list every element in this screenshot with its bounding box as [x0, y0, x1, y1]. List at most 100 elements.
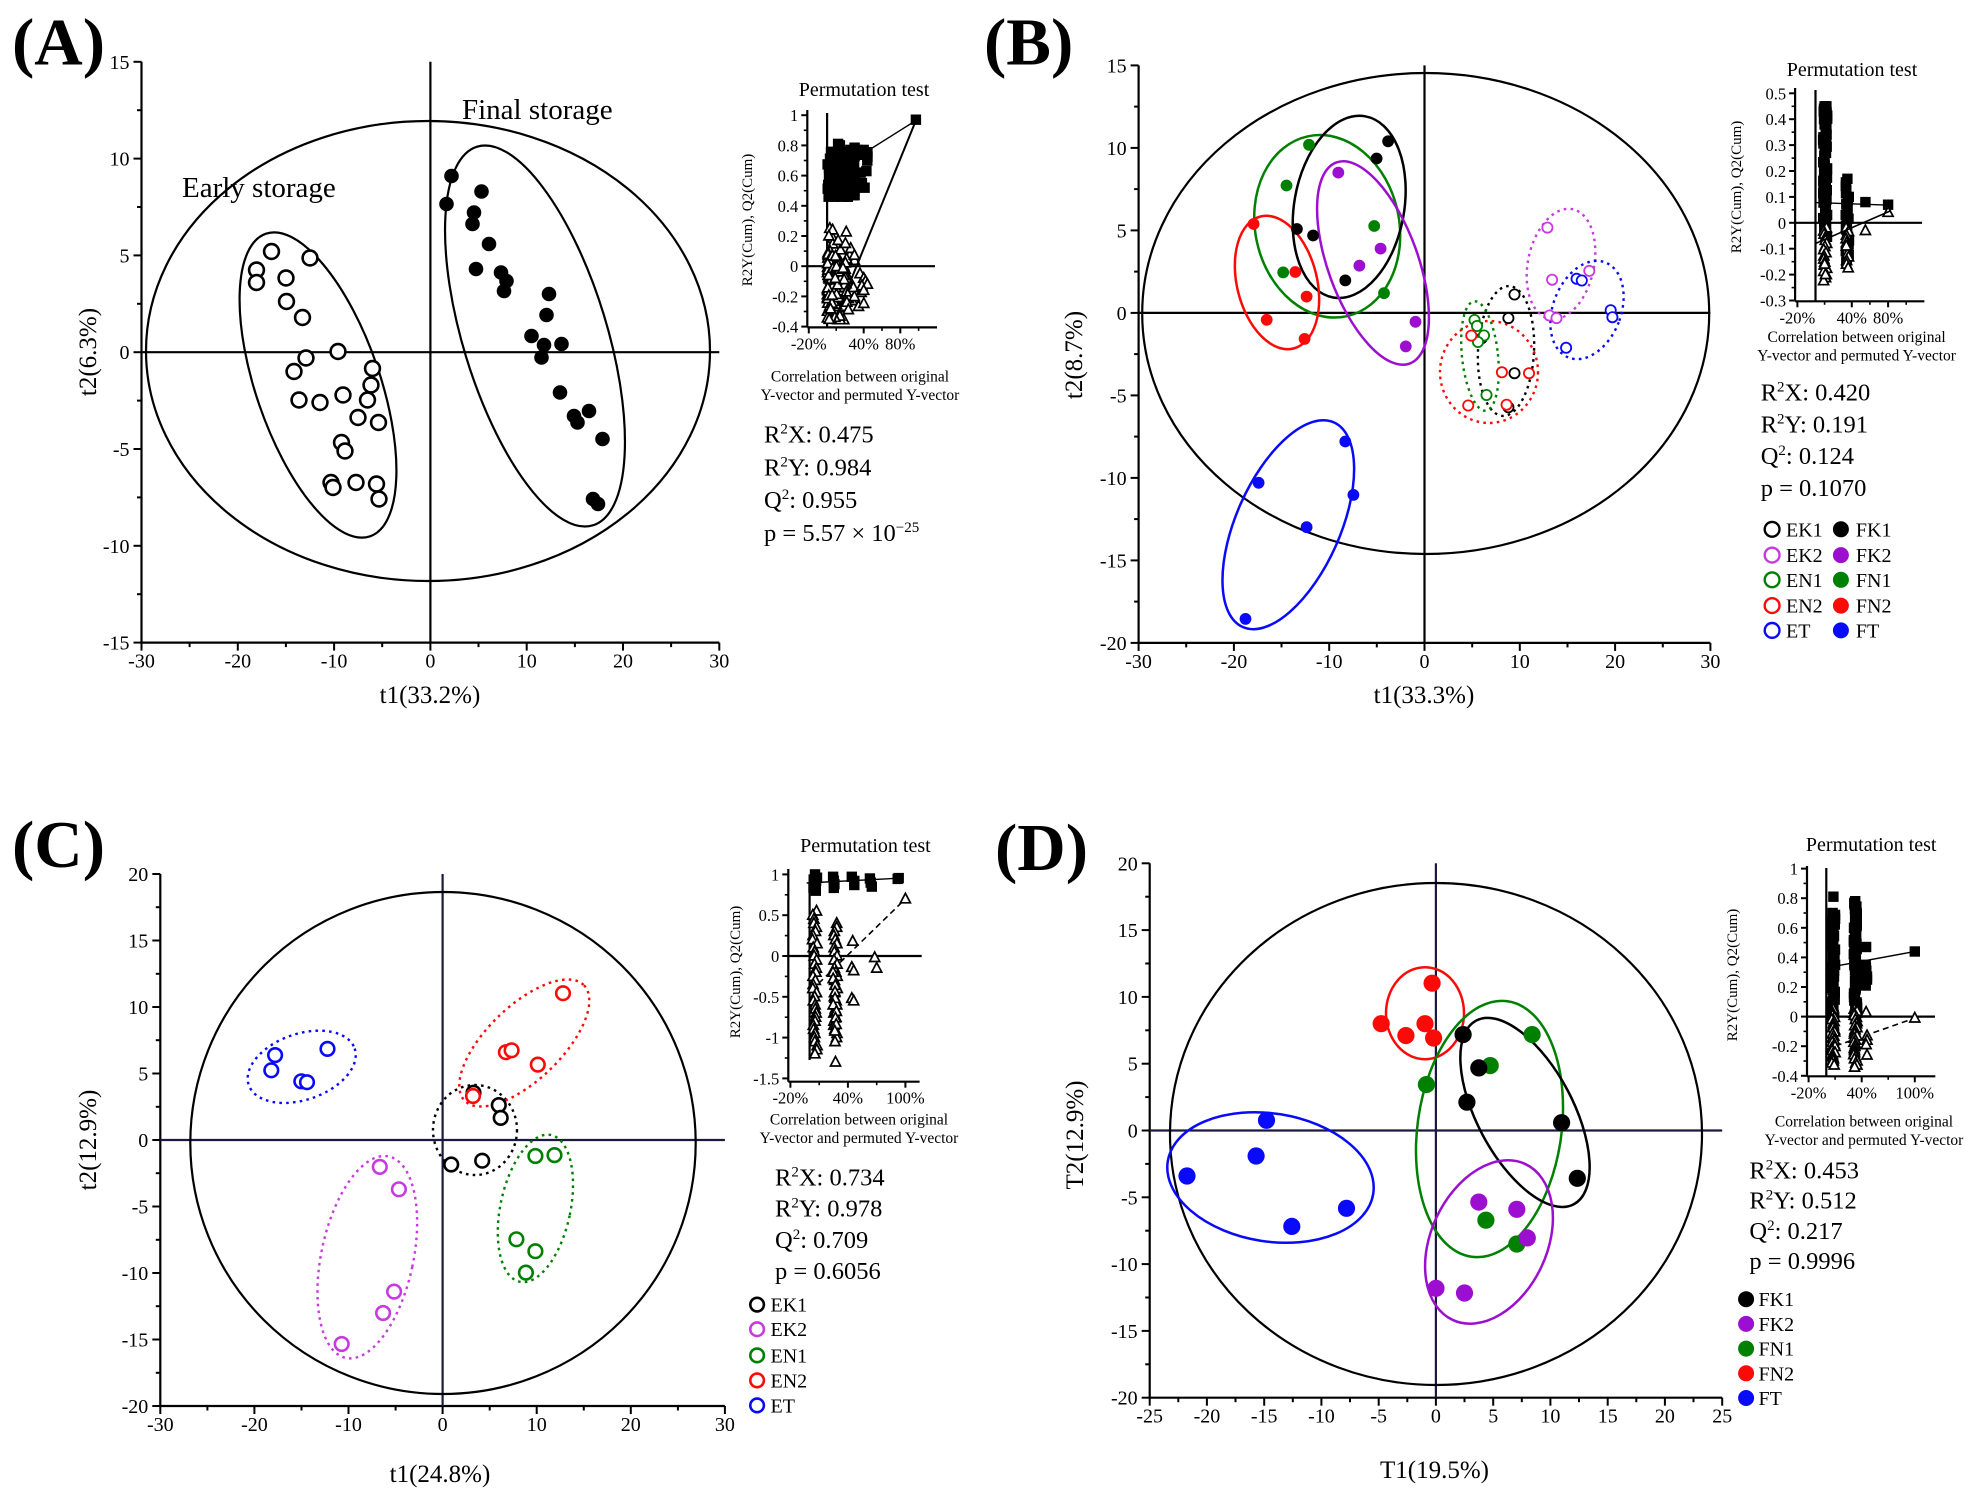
svg-text:0.4: 0.4	[1765, 110, 1786, 129]
svg-text:40%: 40%	[1837, 308, 1868, 327]
svg-text:5: 5	[138, 1064, 148, 1086]
svg-text:0.4: 0.4	[778, 197, 799, 216]
svg-text:0.6: 0.6	[778, 167, 799, 186]
svg-text:Q2​: 0.124: Q2​: 0.124	[1761, 443, 1854, 470]
svg-text:Final storage: Final storage	[462, 94, 613, 126]
svg-text:0.2: 0.2	[778, 227, 799, 246]
svg-text:-20%: -20%	[1791, 1083, 1827, 1102]
svg-text:Y-vector and permuted Y-vector: Y-vector and permuted Y-vector	[1757, 348, 1957, 365]
svg-text:0: 0	[1128, 1121, 1138, 1143]
svg-text:1: 1	[790, 106, 798, 125]
svg-text:EK2: EK2	[771, 1319, 808, 1341]
svg-text:R2Y(Cum), Q2(Cum): R2Y(Cum), Q2(Cum)	[728, 906, 744, 1039]
svg-text:5: 5	[1117, 220, 1127, 242]
svg-text:10: 10	[1540, 1406, 1560, 1428]
svg-text:5: 5	[1488, 1406, 1498, 1428]
svg-text:0: 0	[1420, 651, 1430, 673]
svg-text:-20%: -20%	[791, 334, 827, 353]
svg-text:p = 0.9996: p = 0.9996	[1749, 1248, 1855, 1275]
svg-text:FK2: FK2	[1856, 545, 1892, 567]
svg-text:R2​X: 0.453: R2​X: 0.453	[1749, 1158, 1859, 1185]
svg-text:-5: -5	[113, 439, 130, 461]
svg-text:0: 0	[425, 651, 435, 673]
svg-text:t1(33.3%): t1(33.3%)	[1374, 682, 1475, 709]
svg-text:-10: -10	[321, 651, 348, 673]
svg-text:1: 1	[1790, 860, 1798, 879]
svg-text:-10: -10	[1111, 1254, 1138, 1276]
svg-text:Correlation between original: Correlation between original	[1767, 329, 1945, 346]
svg-text:0: 0	[771, 947, 779, 966]
svg-text:R2​Y: 0.191: R2​Y: 0.191	[1761, 411, 1868, 438]
svg-text:(B): (B)	[984, 6, 1073, 80]
svg-text:t2(8.7%): t2(8.7%)	[1061, 311, 1088, 399]
svg-text:15: 15	[1598, 1406, 1618, 1428]
svg-text:-0.5: -0.5	[753, 988, 779, 1007]
svg-text:Permutation test: Permutation test	[1806, 834, 1937, 856]
svg-text:Correlation between original: Correlation between original	[770, 1112, 948, 1129]
svg-text:-1: -1	[766, 1029, 780, 1048]
svg-text:5: 5	[1128, 1054, 1138, 1076]
svg-text:EN1: EN1	[1786, 570, 1823, 592]
svg-text:p = 5.57 × 10−25​: p = 5.57 × 10−25​	[764, 520, 919, 547]
svg-text:80%: 80%	[1873, 308, 1904, 327]
svg-text:-20: -20	[1194, 1406, 1221, 1428]
svg-text:-0.2: -0.2	[1760, 266, 1786, 285]
svg-text:ET: ET	[1786, 620, 1810, 642]
svg-text:-0.1: -0.1	[1760, 240, 1786, 259]
svg-text:t1(24.8%): t1(24.8%)	[390, 1461, 491, 1488]
svg-text:EN2: EN2	[771, 1370, 808, 1392]
svg-text:20: 20	[1655, 1406, 1675, 1428]
svg-text:R2​X: 0.734: R2​X: 0.734	[775, 1165, 885, 1192]
svg-text:-20%: -20%	[1780, 308, 1816, 327]
svg-text:10: 10	[527, 1414, 547, 1436]
svg-text:T1(19.5%): T1(19.5%)	[1380, 1457, 1489, 1484]
svg-text:0: 0	[1778, 214, 1786, 233]
svg-text:Q2​: 0.709: Q2​: 0.709	[775, 1227, 868, 1254]
svg-text:10: 10	[128, 997, 148, 1019]
svg-text:FN1: FN1	[1856, 570, 1892, 592]
svg-text:Q2​: 0.217: Q2​: 0.217	[1749, 1218, 1842, 1245]
svg-text:-10: -10	[1308, 1406, 1335, 1428]
svg-text:-10: -10	[1316, 651, 1343, 673]
svg-text:-20: -20	[1221, 651, 1248, 673]
svg-text:t1(33.2%): t1(33.2%)	[380, 682, 481, 709]
svg-text:p = 0.6056: p = 0.6056	[775, 1258, 881, 1285]
svg-text:-0.2: -0.2	[772, 287, 798, 306]
svg-text:1: 1	[771, 865, 779, 884]
svg-text:-15: -15	[103, 633, 130, 655]
svg-text:-20: -20	[1100, 633, 1127, 655]
svg-text:Permutation test: Permutation test	[1787, 59, 1918, 81]
svg-text:-15: -15	[1251, 1406, 1278, 1428]
svg-text:-15: -15	[1100, 550, 1127, 572]
svg-text:FN1: FN1	[1759, 1339, 1795, 1361]
svg-text:0.2: 0.2	[1777, 978, 1798, 997]
svg-text:0.3: 0.3	[1765, 136, 1786, 155]
svg-text:R2​X: 0.475: R2​X: 0.475	[764, 422, 874, 449]
svg-text:-15: -15	[122, 1330, 149, 1352]
svg-text:Y-vector and permuted Y-vector: Y-vector and permuted Y-vector	[761, 387, 961, 404]
svg-text:0.1: 0.1	[1765, 188, 1786, 207]
svg-text:-30: -30	[147, 1414, 174, 1436]
svg-text:100%: 100%	[886, 1089, 925, 1108]
svg-text:EN1: EN1	[771, 1345, 808, 1367]
svg-text:-20%: -20%	[773, 1089, 809, 1108]
svg-text:0: 0	[120, 342, 130, 364]
svg-text:10: 10	[517, 651, 537, 673]
svg-text:-0.4: -0.4	[1772, 1067, 1798, 1086]
svg-text:20: 20	[613, 651, 633, 673]
svg-text:20: 20	[1605, 651, 1625, 673]
svg-text:-20: -20	[1111, 1388, 1138, 1410]
svg-text:Y-vector and permuted Y-vector: Y-vector and permuted Y-vector	[760, 1130, 960, 1147]
svg-text:100%: 100%	[1896, 1083, 1935, 1102]
svg-text:-20: -20	[241, 1414, 268, 1436]
svg-text:R2Y(Cum), Q2(Cum): R2Y(Cum), Q2(Cum)	[1729, 121, 1745, 254]
svg-text:-30: -30	[128, 651, 155, 673]
svg-text:t2(6.3%): t2(6.3%)	[75, 308, 102, 396]
svg-text:30: 30	[1700, 651, 1720, 673]
svg-text:Permutation test: Permutation test	[800, 835, 931, 857]
svg-text:40%: 40%	[849, 334, 880, 353]
svg-text:FT: FT	[1759, 1388, 1782, 1410]
svg-text:Correlation between original: Correlation between original	[1775, 1114, 1953, 1131]
svg-text:5: 5	[120, 245, 130, 267]
svg-text:R2​X: 0.420: R2​X: 0.420	[1761, 380, 1871, 407]
